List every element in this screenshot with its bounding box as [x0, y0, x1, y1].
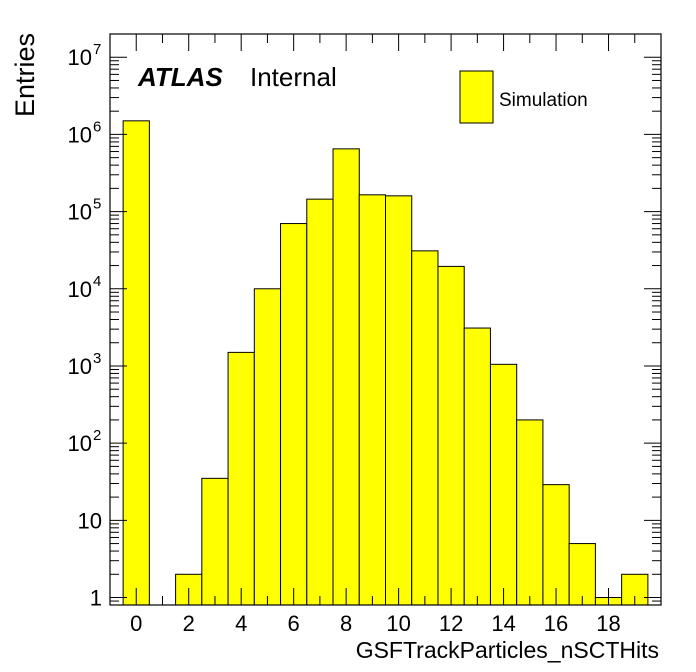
histogram-bar	[280, 223, 308, 606]
histogram-bar	[332, 148, 360, 606]
histogram-bar	[306, 198, 334, 606]
plot-frame	[109, 33, 662, 606]
x-tick-label: 4	[235, 611, 247, 636]
y-tick-label: 10	[68, 122, 92, 147]
histogram-bar	[227, 351, 255, 606]
atlas-sublabel: Internal	[250, 62, 337, 92]
legend-label: Simulation	[499, 90, 588, 111]
x-tick-label: 8	[340, 611, 352, 636]
histogram-bar	[489, 363, 518, 606]
x-tick-label: 6	[288, 611, 300, 636]
x-axis-label: GSFTrackParticles_nSCTHits	[356, 637, 659, 663]
y-tick-label: 10	[68, 200, 92, 225]
x-tick-label: 0	[130, 611, 142, 636]
histogram-bars	[122, 120, 649, 606]
y-axis-label: Entries	[10, 33, 40, 117]
atlas-label: ATLAS	[137, 62, 223, 92]
x-tick-label: 10	[386, 611, 410, 636]
histogram-bar	[463, 327, 491, 606]
histogram-bar	[201, 477, 229, 606]
y-tick-exponent: 7	[93, 41, 101, 58]
x-tick-label: 2	[183, 611, 195, 636]
y-tick-exponent: 6	[93, 118, 101, 135]
axis-ticks	[109, 33, 662, 606]
y-tick-label: 10	[68, 431, 92, 456]
histogram-bar	[516, 419, 544, 606]
y-tick-label: 10	[78, 508, 102, 533]
y-tick-exponent: 3	[93, 350, 101, 367]
histogram-bar	[568, 543, 596, 606]
histogram-bar	[358, 194, 386, 606]
y-tick-exponent: 4	[93, 273, 101, 290]
y-tick-label: 10	[68, 277, 92, 302]
y-tick-label: 10	[68, 354, 92, 379]
legend-swatch	[459, 70, 494, 124]
x-tick-label: 16	[544, 611, 568, 636]
x-tick-label: 12	[439, 611, 463, 636]
histogram-bar	[542, 484, 570, 606]
histogram-bar	[253, 288, 282, 606]
y-tick-exponent: 5	[93, 196, 101, 213]
y-tick-label: 1	[90, 586, 102, 611]
y-tick-label: 10	[68, 45, 92, 70]
x-tick-label: 18	[596, 611, 620, 636]
histogram-bar	[122, 120, 150, 606]
histogram-bar	[385, 195, 413, 606]
legend: Simulation	[459, 70, 588, 124]
x-tick-label: 14	[491, 611, 515, 636]
histogram-bar	[437, 265, 465, 606]
histogram-bar	[411, 250, 439, 606]
y-tick-exponent: 2	[93, 427, 101, 444]
